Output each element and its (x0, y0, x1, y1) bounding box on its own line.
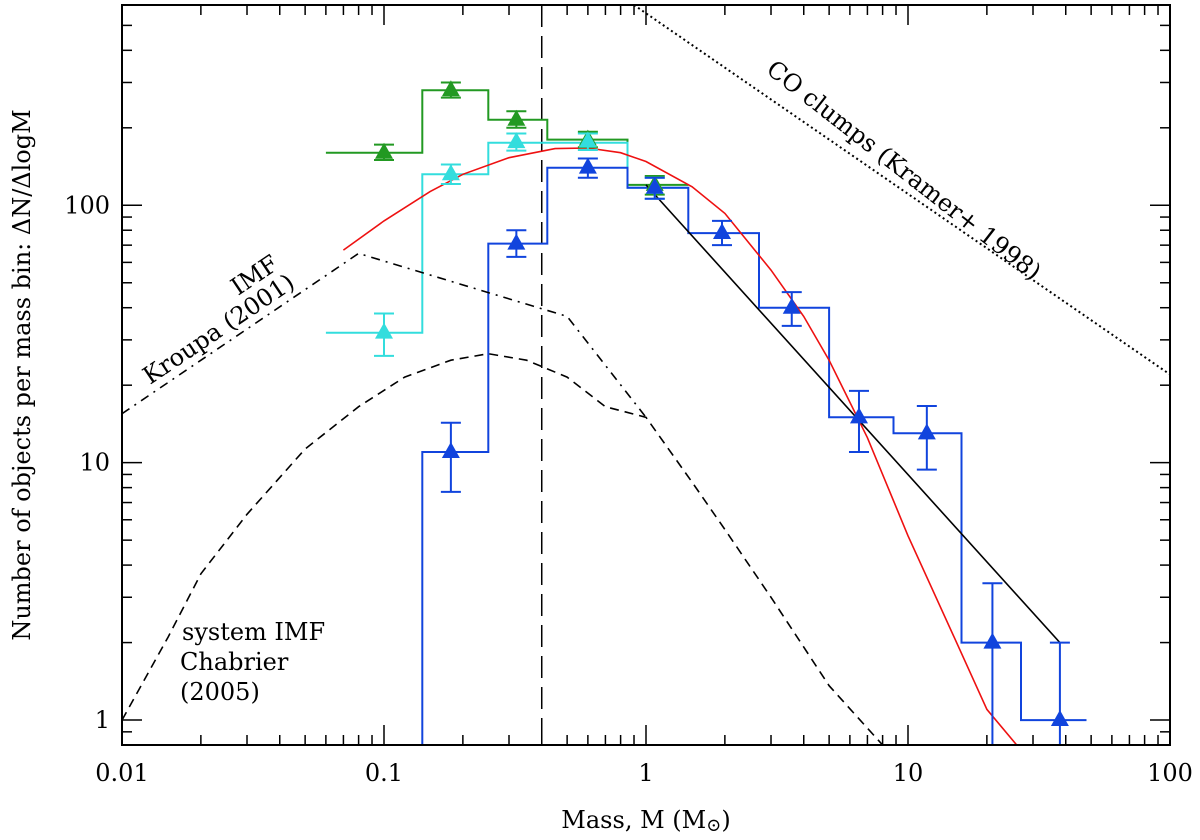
blue-data-point (507, 233, 526, 250)
lognormal-fit-curve (342, 147, 1018, 745)
sun-symbol: ⊙ (706, 815, 721, 836)
blue-data-point (645, 177, 664, 194)
cyan-data-point (375, 322, 393, 339)
x-tick-label: 10 (893, 759, 924, 787)
green-data-point (507, 109, 526, 126)
green-histogram (325, 89, 689, 186)
co-clumps-annotation: CO clumps (Kramer+ 1998) (761, 55, 1046, 286)
blue-data-point (578, 157, 597, 174)
blue-data-point (917, 423, 936, 440)
chabrier-annotation-line1: system IMF (182, 618, 325, 646)
blue-data-point (782, 297, 801, 314)
x-tick-label: 0.01 (95, 759, 148, 787)
power-law-fit-curve (645, 184, 1061, 644)
kroupa-2001-imf-curve (122, 252, 647, 418)
chart-marks (374, 80, 1070, 745)
blue-data-point (441, 442, 460, 459)
y-tick-label: 1 (95, 706, 110, 734)
blue-data-point (1050, 710, 1069, 727)
y-tick-label: 100 (64, 191, 110, 219)
green-data-point (441, 80, 460, 97)
cyan-data-point (578, 131, 597, 148)
green-data-point (375, 142, 393, 159)
y-tick-label: 10 (79, 449, 110, 477)
y-axis-label: Number of objects per mass bin: ΔN/ΔlogM (8, 109, 36, 640)
axis-tick-labels: 0.01 0.1 1 10 100 1 10 100 (64, 191, 1193, 787)
x-axis-label: Mass, M (M⊙) (561, 806, 730, 836)
x-tick-label: 100 (1147, 759, 1193, 787)
co-clumps-kramer-1998-curve (633, 5, 1170, 376)
x-tick-label: 0.1 (365, 759, 403, 787)
x-tick-label: 1 (638, 759, 653, 787)
axis-ticks (121, 4, 1170, 746)
kroupa-annotation-line2: Kroupa (2001) (138, 268, 300, 390)
blue-data-point (983, 632, 1002, 649)
blue-data-point (712, 223, 731, 240)
cyan-histogram (325, 141, 689, 334)
chabrier-annotation-line2: Chabrier (180, 648, 289, 676)
cyan-data-point (507, 132, 526, 149)
chabrier-2005-system-imf-curve (122, 352, 884, 745)
cyan-data-point (441, 164, 460, 181)
blue-histogram (325, 166, 1087, 745)
chabrier-annotation-line3: (2005) (180, 678, 260, 706)
blue-data-point (849, 407, 868, 424)
